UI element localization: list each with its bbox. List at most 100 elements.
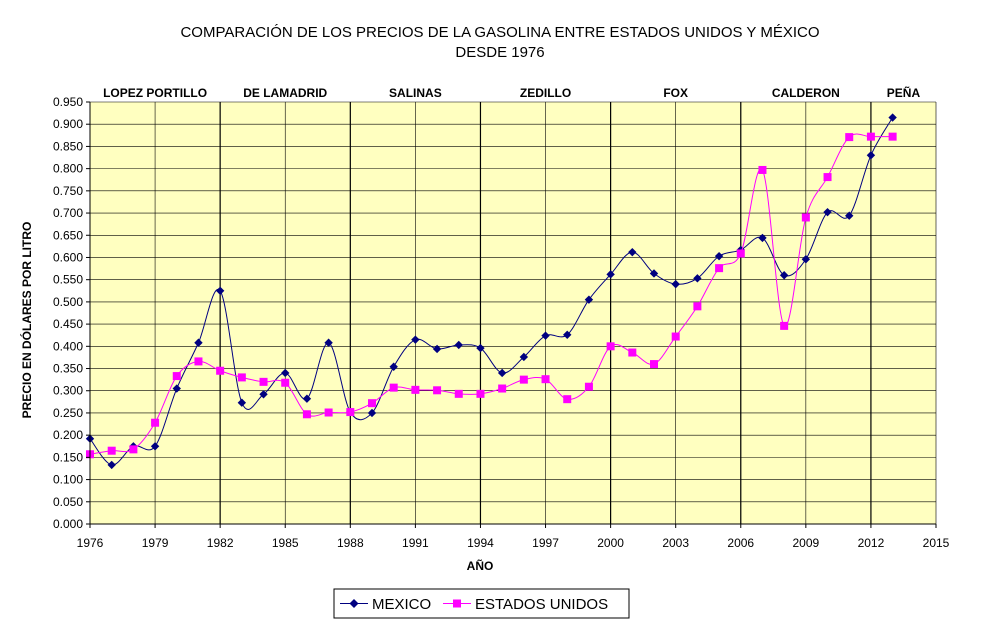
data-point <box>172 372 181 381</box>
y-tick-label: 0.450 <box>53 317 83 331</box>
x-tick-label: 2009 <box>792 536 819 550</box>
data-point <box>584 382 593 391</box>
data-point <box>693 302 702 311</box>
data-point <box>801 255 811 264</box>
data-point <box>866 151 876 160</box>
data-point <box>714 251 724 261</box>
data-point <box>151 418 160 427</box>
data-point <box>606 342 615 351</box>
data-point <box>107 460 116 470</box>
x-tick-label: 2012 <box>858 536 885 550</box>
data-point <box>216 366 225 375</box>
data-point <box>888 113 897 122</box>
data-point <box>302 394 312 403</box>
x-tick-label: 1979 <box>142 536 169 550</box>
data-point <box>650 360 658 369</box>
x-tick-label: 1994 <box>467 536 494 550</box>
axes <box>89 102 936 525</box>
y-tick-label: 0.600 <box>53 250 83 264</box>
x-axis-label: AÑO <box>467 558 494 573</box>
y-tick-label: 0.650 <box>53 228 83 242</box>
data-point <box>541 331 550 340</box>
x-tick-label: 2000 <box>597 536 624 550</box>
data-point <box>497 368 507 378</box>
x-tick-label: 2015 <box>923 536 950 550</box>
x-tick-label: 1982 <box>207 536 234 550</box>
data-point <box>649 269 659 278</box>
x-tick-labels: 1976 1979 1982 1985 1988 1991 1994 1997 2000 2003… <box>77 524 950 550</box>
legend-label-mexico: MEXICO <box>372 596 431 613</box>
data-point <box>259 377 268 386</box>
data-point <box>237 398 247 407</box>
y-tick-label: 0.900 <box>53 117 83 131</box>
legend: MEXICO ESTADOS UNIDOS <box>333 588 630 619</box>
data-point <box>215 286 225 295</box>
data-point <box>845 133 854 142</box>
data-point <box>194 357 203 366</box>
data-point <box>324 338 333 347</box>
period-label: DE LAMADRID <box>243 86 327 100</box>
data-point <box>736 249 745 258</box>
data-point <box>194 338 203 347</box>
x-tick-label: 1991 <box>402 536 429 550</box>
data-point <box>324 408 333 417</box>
data-point <box>758 233 767 243</box>
data-point <box>389 362 398 371</box>
data-point <box>281 368 290 378</box>
period-labels: LOPEZ PORTILLO DE LAMADRID SALINAS ZEDILLO F… <box>103 85 920 100</box>
plot-area <box>90 102 936 524</box>
data-point <box>628 348 637 357</box>
data-point <box>237 373 246 382</box>
data-point <box>715 264 724 273</box>
y-tick-label: 0.000 <box>53 517 83 531</box>
data-point <box>541 375 550 384</box>
y-tick-label: 0.350 <box>53 362 83 376</box>
y-tick-label: 0.750 <box>53 184 83 198</box>
legend-marker-us <box>453 599 461 608</box>
data-point <box>563 395 572 404</box>
y-tick-label: 0.200 <box>53 428 83 442</box>
data-point <box>302 410 311 419</box>
data-point <box>454 340 463 350</box>
data-point <box>476 389 485 398</box>
period-label: FOX <box>663 86 688 100</box>
y-tick-label: 0.700 <box>53 206 83 220</box>
x-tick-label: 2006 <box>727 536 754 550</box>
x-tick-label: 1997 <box>532 536 559 550</box>
period-label: LOPEZ PORTILLO <box>103 86 207 100</box>
legend-box <box>333 588 630 619</box>
data-point <box>584 295 594 304</box>
data-point <box>454 389 463 398</box>
legend-marker-mexico <box>349 599 359 608</box>
data-point <box>281 378 290 387</box>
period-label: CALDERON <box>772 86 840 100</box>
y-tick-label: 0.400 <box>53 339 83 353</box>
x-tick-label: 1988 <box>337 536 364 550</box>
legend-label-us: ESTADOS UNIDOS <box>475 596 608 613</box>
period-label: PEÑA <box>887 85 921 100</box>
data-point <box>866 132 875 141</box>
data-point <box>498 384 507 393</box>
data-point <box>368 399 376 408</box>
y-tick-label: 0.850 <box>53 139 83 153</box>
data-point <box>780 321 789 330</box>
data-point <box>433 386 442 395</box>
data-point <box>801 213 810 222</box>
data-point <box>259 390 268 399</box>
y-tick-labels: 0.000 0.050 0.100 0.150 0.200 0.250 0.300 0.350… <box>53 95 90 531</box>
data-point <box>411 335 420 344</box>
series-layer <box>85 113 897 470</box>
y-tick-label: 0.250 <box>53 406 83 420</box>
chart-subtitle: DESDE 1976 <box>455 44 544 61</box>
data-point <box>845 211 854 220</box>
data-point <box>758 165 767 174</box>
x-tick-label: 2003 <box>662 536 689 550</box>
data-point <box>779 271 789 280</box>
y-tick-label: 0.950 <box>53 95 83 109</box>
y-tick-label: 0.550 <box>53 273 83 287</box>
period-dividers <box>219 102 872 524</box>
x-tick-label: 1976 <box>77 536 104 550</box>
y-axis-label: PRECIO EN DÓLARES POR LITRO <box>19 222 34 419</box>
data-point <box>346 408 355 417</box>
